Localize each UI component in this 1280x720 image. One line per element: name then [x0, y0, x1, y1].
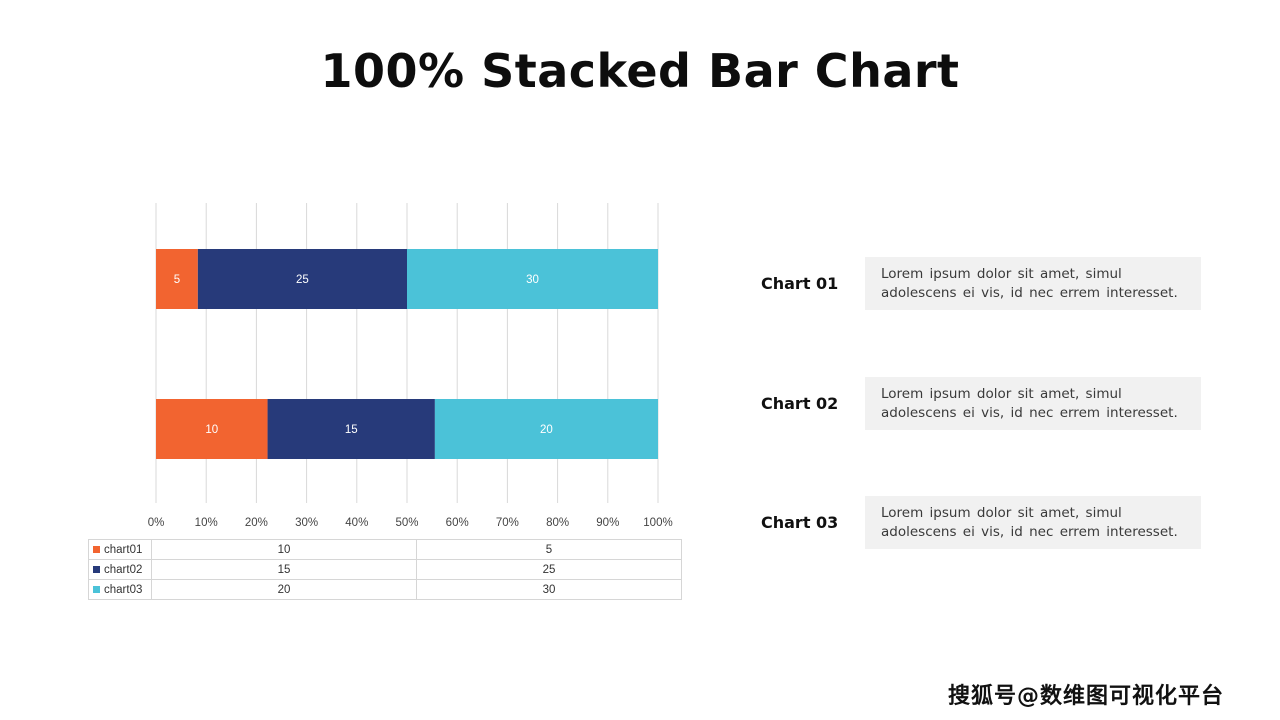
- chart-03-description: Lorem ipsum dolor sit amet, simul adoles…: [865, 496, 1201, 549]
- x-tick-label: 10%: [195, 517, 218, 529]
- table-row: chart02 15 25: [88, 559, 682, 580]
- chart-03-description-line2: adolescens ei vis, id nec errem interess…: [881, 524, 1178, 540]
- table-cell: 5: [416, 539, 682, 560]
- x-tick-label: 30%: [295, 517, 318, 529]
- series-name: chart02: [104, 563, 143, 576]
- x-tick-label: 100%: [643, 517, 672, 529]
- series-name: chart03: [104, 583, 143, 596]
- data-label: 20: [540, 424, 553, 436]
- x-tick-label: 20%: [245, 517, 268, 529]
- table-series-key: chart01: [88, 539, 152, 560]
- table-cell: 15: [151, 559, 417, 580]
- x-tick-label: 0%: [148, 517, 165, 529]
- bar-segment-chart01: [156, 249, 198, 309]
- table-cell: 10: [151, 539, 417, 560]
- data-label: 10: [205, 424, 218, 436]
- x-tick-label: 70%: [496, 517, 519, 529]
- series-swatch: [93, 565, 100, 573]
- table-series-key: chart03: [88, 579, 152, 600]
- chart-01-description-line1: Lorem ipsum dolor sit amet, simul: [881, 266, 1122, 282]
- data-label: 15: [345, 424, 358, 436]
- x-tick-label: 80%: [546, 517, 569, 529]
- chart-01-label: Chart 01: [761, 274, 839, 293]
- table-series-key: chart02: [88, 559, 152, 580]
- page-title: 100% Stacked Bar Chart: [320, 44, 960, 98]
- x-tick-label: 50%: [395, 517, 418, 529]
- watermark-text: 搜狐号@数维图可视化平台: [948, 684, 1225, 709]
- x-tick-label: 60%: [446, 517, 469, 529]
- table-cell: 25: [416, 559, 682, 580]
- table-cell: 30: [416, 579, 682, 600]
- bar-segment-chart02: [197, 249, 407, 309]
- chart-02-label: Chart 02: [761, 394, 839, 413]
- chart-data-table: chart01 10 5 chart02 15 25 chart03 20 30: [88, 539, 682, 600]
- bars: 5 25 30 10 15 20: [156, 249, 658, 459]
- chart-02-description-line2: adolescens ei vis, id nec errem interess…: [881, 405, 1178, 421]
- bar-segment-chart01: [156, 399, 268, 459]
- x-tick-label: 90%: [596, 517, 619, 529]
- data-label: 5: [174, 274, 180, 286]
- x-tick-label: 40%: [345, 517, 368, 529]
- chart-03-description-line1: Lorem ipsum dolor sit amet, simul: [881, 505, 1122, 521]
- data-label: 30: [526, 274, 539, 286]
- series-swatch: [93, 545, 100, 553]
- chart-03-label: Chart 03: [761, 513, 839, 532]
- series-swatch: [93, 585, 100, 593]
- table-row: chart01 10 5: [88, 539, 682, 560]
- bar-segment-chart03: [434, 399, 658, 459]
- bar-segment-chart03: [407, 249, 658, 309]
- chart-01-description: Lorem ipsum dolor sit amet, simul adoles…: [865, 257, 1201, 310]
- chart-02-description: Lorem ipsum dolor sit amet, simul adoles…: [865, 377, 1201, 430]
- chart-01-description-line2: adolescens ei vis, id nec errem interess…: [881, 285, 1178, 301]
- table-row: chart03 20 30: [88, 579, 682, 600]
- series-name: chart01: [104, 543, 143, 556]
- bar-segment-chart02: [267, 399, 435, 459]
- data-label: 25: [296, 274, 309, 286]
- x-axis-ticks: 0% 10% 20% 30% 40% 50% 60% 70% 80% 90% 100%: [148, 517, 673, 529]
- table-cell: 20: [151, 579, 417, 600]
- chart-02-description-line1: Lorem ipsum dolor sit amet, simul: [881, 386, 1122, 402]
